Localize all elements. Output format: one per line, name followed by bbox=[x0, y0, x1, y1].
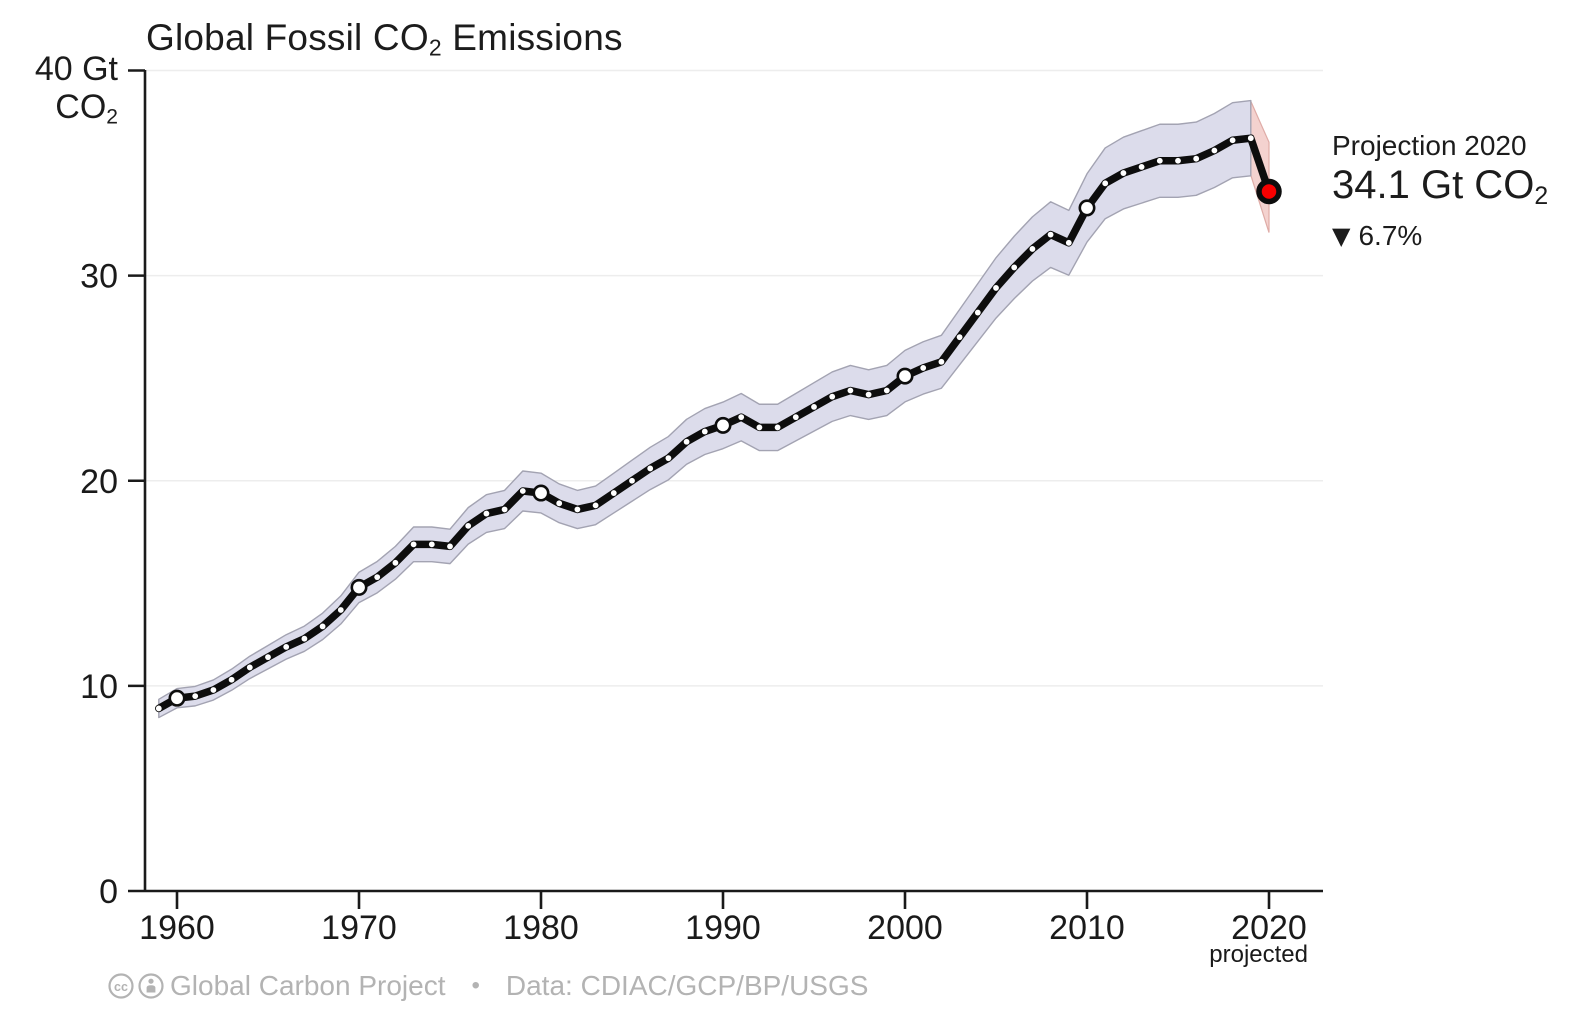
svg-text:2000: 2000 bbox=[867, 909, 943, 947]
uncertainty-band bbox=[158, 99, 1252, 719]
y-axis-unit-subscript: 2 bbox=[106, 105, 118, 129]
down-triangle-icon: ▼ bbox=[1332, 222, 1351, 251]
svg-text:1980: 1980 bbox=[503, 909, 579, 947]
chart-title-text-post: Emissions bbox=[441, 17, 623, 58]
svg-text:1990: 1990 bbox=[685, 909, 761, 947]
svg-text:10: 10 bbox=[80, 668, 118, 706]
svg-text:2010: 2010 bbox=[1049, 909, 1125, 947]
projection-change: ▼ 6.7% bbox=[1332, 220, 1582, 252]
gridlines bbox=[146, 69, 1323, 687]
y-axis-unit-line2: CO2 bbox=[0, 88, 118, 136]
projection-point bbox=[1256, 178, 1282, 205]
projected-note: projected bbox=[1209, 941, 1308, 968]
projection-value-subscript: 2 bbox=[1534, 183, 1549, 211]
projection-annotation: Projection 2020 34.1 Gt CO2 ▼ 6.7% bbox=[1332, 130, 1582, 252]
svg-text:cc: cc bbox=[114, 980, 128, 994]
projection-change-pct: 6.7% bbox=[1358, 220, 1423, 252]
cc-icon: cc bbox=[108, 973, 134, 999]
attribution-line: cc Global Carbon Project • Data: CDIAC/G… bbox=[106, 970, 868, 1002]
projection-value: 34.1 Gt CO2 bbox=[1332, 162, 1582, 220]
chart-title: Global Fossil CO2 Emissions bbox=[146, 17, 623, 62]
y-axis-unit-line1: 40 Gt bbox=[34, 50, 118, 88]
year-dots bbox=[155, 135, 1254, 712]
svg-text:1970: 1970 bbox=[321, 909, 397, 947]
svg-text:0: 0 bbox=[99, 873, 118, 911]
svg-text:1960: 1960 bbox=[139, 909, 215, 947]
projection-value-text: 34.1 Gt CO bbox=[1332, 163, 1535, 207]
projection-label: Projection 2020 bbox=[1332, 130, 1527, 161]
attribution-person-icon bbox=[138, 973, 164, 999]
y-axis-unit-label: 40 Gt CO2 bbox=[0, 50, 118, 136]
chart-title-text: Global Fossil CO bbox=[146, 17, 429, 58]
decade-markers bbox=[168, 199, 1096, 707]
attribution-org: Global Carbon Project bbox=[170, 970, 446, 1001]
attribution-data-source: Data: CDIAC/GCP/BP/USGS bbox=[505, 970, 869, 1001]
y-axis-unit-co: CO bbox=[55, 88, 107, 126]
chart-title-subscript: 2 bbox=[428, 34, 442, 61]
attribution-separator: • bbox=[471, 972, 480, 999]
svg-text:20: 20 bbox=[80, 463, 118, 501]
y-axis-ticks: 0 10 20 30 bbox=[80, 69, 145, 911]
svg-text:2020: 2020 bbox=[1231, 909, 1307, 947]
svg-text:30: 30 bbox=[80, 258, 118, 296]
